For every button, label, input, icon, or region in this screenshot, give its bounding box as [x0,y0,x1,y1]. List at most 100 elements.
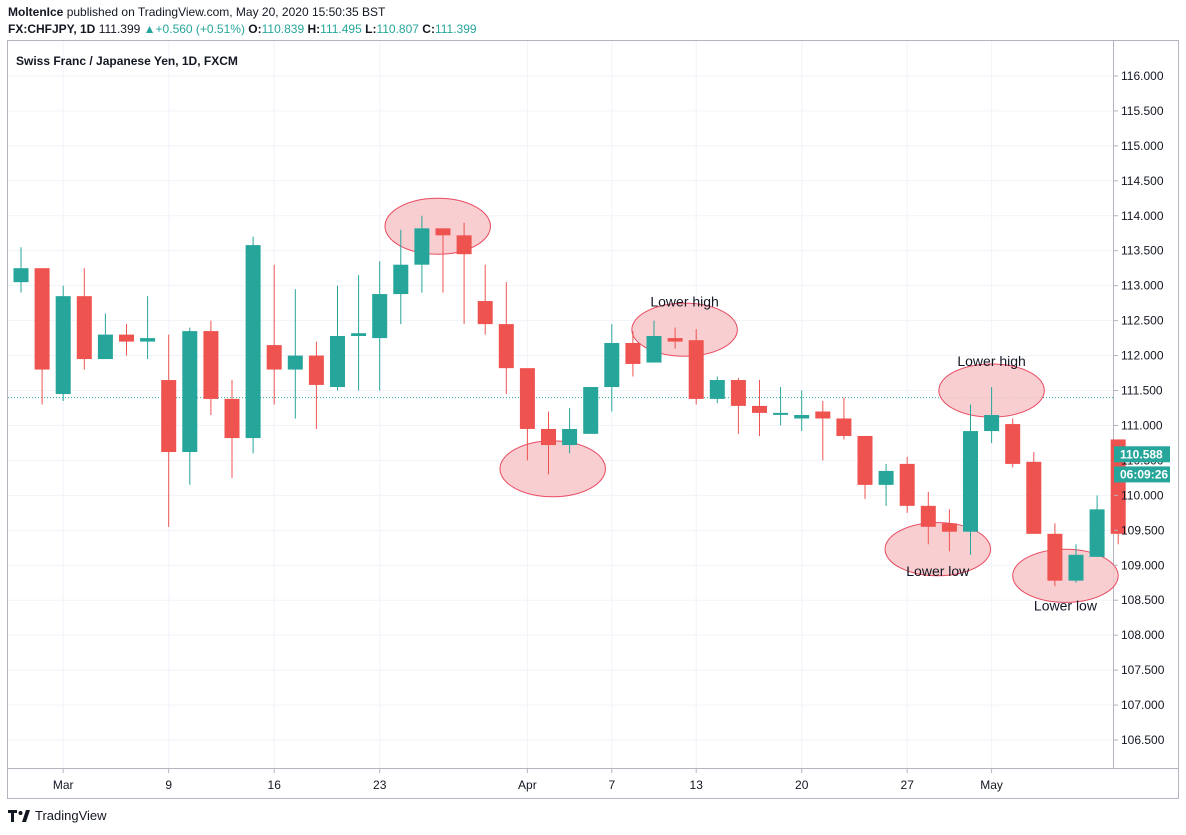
candle[interactable] [330,285,345,391]
candle[interactable] [604,324,620,412]
candle[interactable] [414,215,430,293]
candle[interactable] [794,390,810,432]
candle[interactable] [984,387,1000,443]
candle[interactable] [920,491,936,545]
time-axis[interactable] [7,769,1179,799]
candle[interactable] [245,236,261,454]
candle[interactable] [203,320,219,415]
candle-body [287,355,303,370]
change-text: +0.560 (+0.51%) [155,22,245,36]
candle[interactable] [140,296,156,360]
candle[interactable] [1047,523,1063,587]
candle[interactable] [583,387,599,434]
close-value: 111.399 [434,22,477,36]
candle[interactable] [646,320,662,363]
candle[interactable] [308,341,324,429]
candle[interactable] [562,407,578,454]
candle[interactable] [55,285,71,402]
candle[interactable] [963,404,978,555]
candle-body [76,296,92,360]
candle[interactable] [1005,418,1021,468]
high-value: 111.495 [320,22,362,36]
annotation-ellipse[interactable] [499,440,606,498]
candle[interactable] [266,264,282,405]
candle[interactable] [372,261,388,391]
candle[interactable] [752,380,767,436]
candle[interactable] [773,387,789,426]
chart-title: Swiss Franc / Japanese Yen, 1D, FXCM [16,54,238,68]
candle[interactable] [709,376,725,404]
candle[interactable] [625,331,641,377]
candle-body [203,331,219,399]
candle[interactable] [34,268,50,405]
time-tick-label: Apr [518,778,537,792]
candle[interactable] [519,368,535,461]
candle-body [245,245,261,439]
candle-body [730,380,746,406]
candle[interactable] [161,334,177,527]
candle[interactable] [182,327,198,485]
candle[interactable] [224,380,240,478]
annotation-label: Lower low [906,563,970,579]
candle[interactable] [287,289,303,419]
candle[interactable] [878,463,894,506]
open-value: 110.839 [261,22,305,36]
candle[interactable] [119,324,134,356]
candle-body [963,431,978,532]
candle-body [752,405,767,413]
candle[interactable] [941,509,957,552]
candle[interactable] [541,411,556,475]
candle[interactable] [1089,495,1105,557]
candle[interactable] [857,435,873,499]
candle[interactable] [477,264,493,335]
candle[interactable] [76,268,92,370]
symbol-label: FX:CHFJPY, 1D [8,22,96,36]
annotation-ellipse[interactable] [884,522,992,577]
candle-body [794,414,810,419]
candle[interactable] [1026,452,1042,534]
candle-body [55,296,71,395]
price-tick-label: 116.000 [1121,69,1164,83]
candle-body [1005,424,1021,464]
price-badge-label: 110.588 [1120,447,1163,461]
chart-pane[interactable] [7,40,1114,769]
candle-body [498,324,514,369]
candle[interactable] [730,377,746,434]
low-label: L: [365,22,377,36]
candle[interactable] [97,313,113,360]
candle[interactable] [456,222,472,325]
price-tick-label: 107.000 [1121,698,1165,712]
candle-body [920,505,936,527]
candle-body [836,418,852,436]
candle-body [604,342,620,388]
candle[interactable] [1068,544,1084,583]
candle-body [562,428,578,446]
price-tick-label: 109.000 [1121,558,1165,572]
candle[interactable] [351,275,367,391]
candle[interactable] [435,228,451,293]
footer-brand: TradingView [8,808,107,823]
last-price: 111.399 [98,22,141,36]
publication-line: MoltenIce published on TradingView.com, … [8,5,385,19]
price-tick-label: 114.000 [1121,209,1164,223]
price-axis[interactable] [1114,40,1179,769]
price-tick-label: 112.500 [1121,314,1164,328]
annotation-ellipse[interactable] [1012,548,1119,603]
candle[interactable] [688,329,704,405]
annotation-label: Lower low [1034,598,1098,614]
annotation-ellipses [384,197,1119,603]
candle-body [393,264,409,295]
candle[interactable] [815,401,831,461]
candle-body [899,463,915,506]
candles [13,215,1126,587]
candle[interactable] [836,397,852,440]
candle[interactable] [667,327,683,349]
candle[interactable] [498,282,514,395]
candle[interactable] [899,456,915,513]
candle-body [161,380,177,453]
time-tick-label: 27 [901,778,915,792]
candle[interactable] [13,247,29,293]
price-tick-label: 110.000 [1121,488,1164,502]
candle[interactable] [393,229,409,325]
change-value: ▲ [143,22,156,36]
